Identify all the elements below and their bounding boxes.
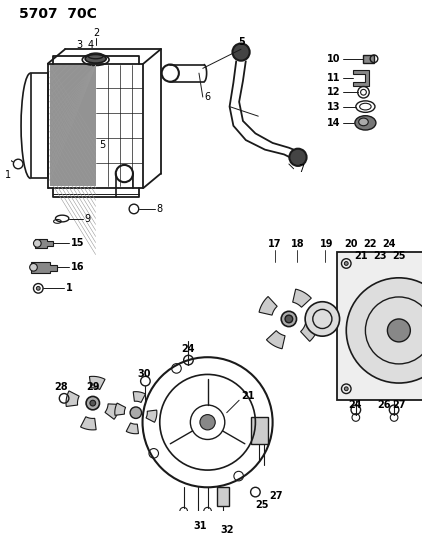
Circle shape xyxy=(305,302,340,336)
Polygon shape xyxy=(50,66,96,186)
Text: 6: 6 xyxy=(205,92,211,102)
Text: 31: 31 xyxy=(193,521,207,530)
Ellipse shape xyxy=(359,118,368,126)
Text: 14: 14 xyxy=(327,118,341,128)
Circle shape xyxy=(289,149,307,166)
Polygon shape xyxy=(133,392,145,402)
Text: 21: 21 xyxy=(241,391,254,401)
Text: 24: 24 xyxy=(348,400,362,410)
Text: 13: 13 xyxy=(327,102,341,111)
Ellipse shape xyxy=(85,54,106,63)
Circle shape xyxy=(33,239,41,247)
Text: 24: 24 xyxy=(182,344,195,353)
Polygon shape xyxy=(66,391,79,407)
Text: 1: 1 xyxy=(66,284,73,293)
Circle shape xyxy=(281,311,296,327)
Polygon shape xyxy=(301,323,319,342)
Bar xyxy=(363,55,374,62)
Polygon shape xyxy=(293,289,311,307)
Circle shape xyxy=(285,315,293,323)
Circle shape xyxy=(233,44,250,61)
Polygon shape xyxy=(353,70,369,86)
Circle shape xyxy=(346,278,429,383)
Text: 16: 16 xyxy=(71,262,84,272)
Polygon shape xyxy=(36,239,53,248)
Text: 7: 7 xyxy=(299,164,305,174)
Text: 11: 11 xyxy=(327,73,341,83)
Polygon shape xyxy=(89,376,105,390)
Text: 17: 17 xyxy=(268,239,281,249)
Text: 20: 20 xyxy=(344,239,358,249)
Text: 8: 8 xyxy=(156,204,162,214)
Text: 27: 27 xyxy=(392,400,406,410)
Text: 23: 23 xyxy=(373,251,387,261)
Circle shape xyxy=(387,319,411,342)
Circle shape xyxy=(344,387,348,391)
Polygon shape xyxy=(266,330,285,349)
Text: 5: 5 xyxy=(100,140,106,150)
Bar xyxy=(337,252,429,400)
Text: 26: 26 xyxy=(377,400,390,410)
Text: 3: 3 xyxy=(76,41,83,51)
Text: 5707  70C: 5707 70C xyxy=(19,7,97,21)
Text: 9: 9 xyxy=(84,214,91,223)
Text: 10: 10 xyxy=(327,54,341,64)
Text: 32: 32 xyxy=(220,526,233,533)
Text: 4: 4 xyxy=(88,41,94,51)
Polygon shape xyxy=(81,417,96,430)
Text: 1: 1 xyxy=(5,171,11,181)
Text: 22: 22 xyxy=(363,239,377,249)
Bar xyxy=(251,417,268,444)
Ellipse shape xyxy=(355,116,376,130)
Text: 27: 27 xyxy=(270,491,283,501)
Text: 2: 2 xyxy=(93,28,99,38)
Text: 19: 19 xyxy=(320,239,333,249)
Bar xyxy=(217,487,229,506)
Text: 25: 25 xyxy=(392,251,406,261)
Text: 18: 18 xyxy=(291,239,305,249)
Polygon shape xyxy=(30,262,57,273)
Text: 21: 21 xyxy=(354,251,367,261)
Polygon shape xyxy=(115,403,126,415)
Text: 25: 25 xyxy=(255,500,269,511)
Circle shape xyxy=(344,262,348,265)
Text: 28: 28 xyxy=(54,382,68,392)
Polygon shape xyxy=(105,404,120,419)
Text: 29: 29 xyxy=(86,382,100,392)
Circle shape xyxy=(86,397,100,410)
Polygon shape xyxy=(146,410,157,422)
Text: 12: 12 xyxy=(327,87,341,97)
Circle shape xyxy=(90,400,96,406)
Text: 24: 24 xyxy=(383,239,396,249)
Text: 15: 15 xyxy=(71,238,84,248)
Text: 30: 30 xyxy=(138,369,151,379)
Polygon shape xyxy=(259,296,277,315)
Circle shape xyxy=(36,286,40,290)
Text: 5: 5 xyxy=(238,37,245,46)
Circle shape xyxy=(30,263,37,271)
Circle shape xyxy=(130,407,142,418)
Circle shape xyxy=(200,415,215,430)
Polygon shape xyxy=(126,423,139,434)
